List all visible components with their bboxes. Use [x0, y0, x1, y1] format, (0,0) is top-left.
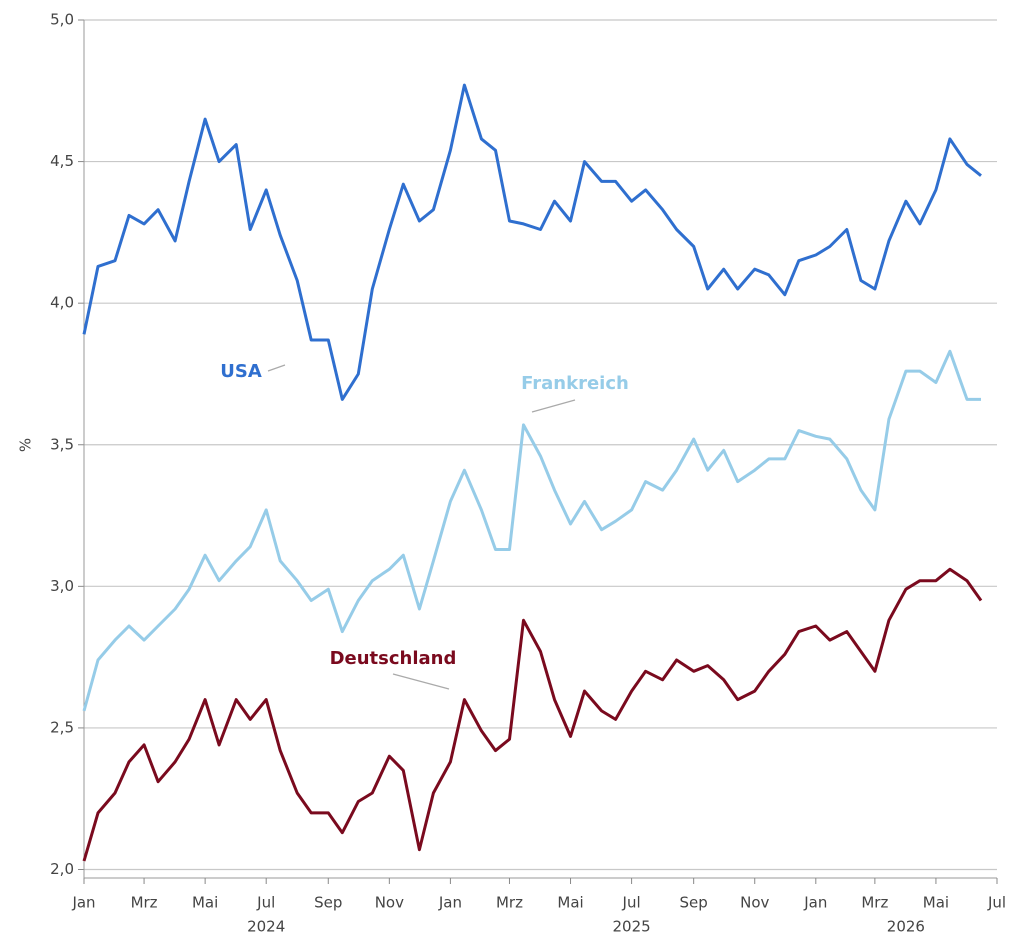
- x-tick-label: Sep: [680, 894, 708, 912]
- x-tick-label: Sep: [314, 894, 342, 912]
- year-label: 2025: [613, 918, 651, 934]
- label-leader: [267, 364, 286, 372]
- x-tick-label: Mai: [923, 894, 949, 912]
- year-label: 2024: [247, 918, 285, 934]
- series-label: USA: [220, 361, 262, 382]
- label-leader: [392, 673, 450, 690]
- series-label: Frankreich: [521, 373, 629, 394]
- series-label: Deutschland: [330, 648, 457, 669]
- x-tick-label: Jul: [256, 894, 275, 912]
- series-line: [82, 83, 982, 401]
- y-tick-label: 2,5: [50, 718, 74, 736]
- x-tick-label: Mrz: [131, 894, 158, 912]
- x-tick-label: Jul: [987, 894, 1006, 912]
- y-axis-label: %: [17, 438, 35, 452]
- x-tick-label: Mai: [557, 894, 583, 912]
- x-tick-label: Jan: [438, 894, 462, 912]
- x-tick-label: Jul: [622, 894, 641, 912]
- y-tick-label: 3,5: [50, 435, 74, 453]
- year-label: 2026: [887, 918, 925, 934]
- y-tick-label: 2,0: [50, 860, 74, 878]
- y-tick-label: 4,0: [50, 294, 74, 312]
- label-leader: [531, 399, 576, 413]
- x-tick-label: Mrz: [496, 894, 523, 912]
- x-tick-label: Jan: [71, 894, 95, 912]
- series-line: [82, 349, 981, 712]
- y-tick-label: 3,0: [50, 577, 74, 595]
- x-tick-label: Nov: [375, 894, 404, 912]
- y-tick-label: 5,0: [50, 11, 74, 29]
- y-tick-label: 4,5: [50, 152, 74, 170]
- x-tick-label: Nov: [740, 894, 769, 912]
- x-tick-label: Mai: [192, 894, 218, 912]
- series-line: [82, 567, 983, 862]
- x-tick-label: Jan: [803, 894, 827, 912]
- x-tick-label: Mrz: [861, 894, 888, 912]
